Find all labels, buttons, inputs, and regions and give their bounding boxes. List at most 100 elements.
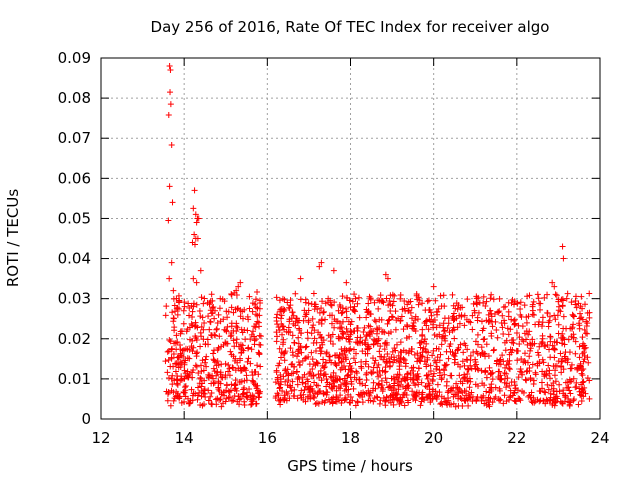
data-point [316, 263, 323, 270]
data-point [289, 332, 296, 339]
data-point [244, 327, 251, 334]
data-point [236, 343, 243, 350]
data-point [200, 336, 207, 343]
data-point [196, 308, 203, 315]
data-point [309, 365, 316, 372]
data-point [565, 336, 572, 343]
data-point [167, 101, 174, 108]
data-point [210, 356, 217, 363]
data-point [408, 364, 415, 371]
data-point [535, 321, 542, 328]
data-point [502, 303, 509, 310]
data-point [450, 310, 457, 317]
data-point [233, 328, 240, 335]
data-point [547, 354, 554, 361]
data-point [487, 295, 494, 302]
data-point [332, 373, 339, 380]
y-tick-label: 0.09 [58, 49, 91, 67]
data-point [377, 292, 384, 299]
data-point [398, 313, 405, 320]
data-point [214, 358, 221, 365]
data-point [486, 364, 493, 371]
data-point [318, 320, 325, 327]
data-point [252, 324, 259, 331]
data-point [582, 301, 589, 308]
data-point [192, 333, 199, 340]
data-point [553, 362, 560, 369]
data-point [225, 361, 232, 368]
data-point [452, 356, 459, 363]
data-point [182, 393, 189, 400]
data-point [567, 398, 574, 405]
data-point [504, 357, 511, 364]
data-point [452, 391, 459, 398]
data-point [362, 382, 369, 389]
data-point [338, 310, 345, 317]
data-point [526, 353, 533, 360]
data-point [419, 326, 426, 333]
data-point [502, 347, 509, 354]
data-point [217, 295, 224, 302]
data-point [302, 380, 309, 387]
data-point [517, 299, 524, 306]
data-point [164, 369, 171, 376]
data-point [277, 308, 284, 315]
data-point [504, 375, 511, 382]
data-point [333, 387, 340, 394]
data-point [482, 302, 489, 309]
data-point [440, 320, 447, 327]
data-point [339, 293, 346, 300]
data-point [411, 393, 418, 400]
data-point [479, 349, 486, 356]
y-tick-label: 0.04 [58, 250, 91, 268]
data-point [464, 346, 471, 353]
data-point [229, 364, 236, 371]
data-point [382, 368, 389, 375]
data-point [396, 381, 403, 388]
data-point [488, 291, 495, 298]
data-point [581, 352, 588, 359]
data-point [375, 337, 382, 344]
data-point [581, 326, 588, 333]
data-point [185, 374, 192, 381]
data-point [234, 359, 241, 366]
data-point [371, 299, 378, 306]
data-point [344, 372, 351, 379]
data-point [457, 394, 464, 401]
data-point [354, 334, 361, 341]
data-point [564, 290, 571, 297]
data-point [541, 294, 548, 301]
data-point [415, 381, 422, 388]
data-point [430, 370, 437, 377]
data-point [539, 356, 546, 363]
data-point [586, 290, 593, 297]
data-point [384, 320, 391, 327]
data-point [273, 367, 280, 374]
data-point [354, 300, 361, 307]
data-point [387, 301, 394, 308]
data-point [384, 275, 391, 282]
data-point [418, 379, 425, 386]
data-point [244, 394, 251, 401]
data-point [503, 380, 510, 387]
data-point [514, 347, 521, 354]
data-point [572, 338, 579, 345]
data-point [224, 323, 231, 330]
data-point [386, 383, 393, 390]
data-point [278, 315, 285, 322]
data-point [198, 333, 205, 340]
data-point [273, 329, 280, 336]
data-point [276, 385, 283, 392]
data-point [343, 308, 350, 315]
data-point [385, 317, 392, 324]
data-point [495, 309, 502, 316]
data-point [440, 366, 447, 373]
data-point [298, 349, 305, 356]
data-point [343, 279, 350, 286]
data-point [438, 335, 445, 342]
data-point [387, 392, 394, 399]
data-point [450, 352, 457, 359]
data-point [223, 328, 230, 335]
data-point [257, 363, 264, 370]
data-point [169, 372, 176, 379]
